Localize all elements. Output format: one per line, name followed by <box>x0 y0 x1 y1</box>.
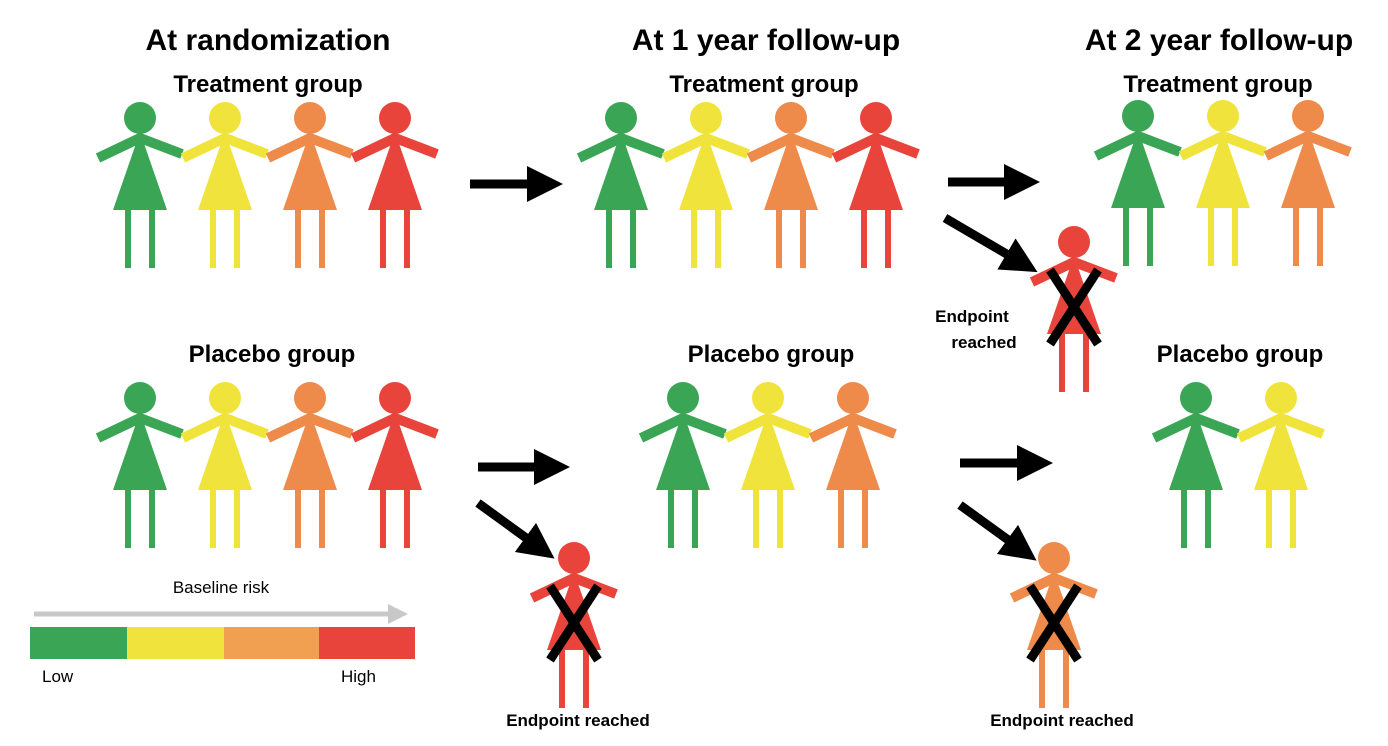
placebo-label-t0: Placebo group <box>189 341 356 368</box>
endpoint-label-line2: reached <box>951 333 1016 352</box>
person-green <box>95 102 184 268</box>
arrow-placebo-t1-endpoint <box>957 501 1037 561</box>
legend-swatch-3 <box>224 627 319 659</box>
treatment-label-t2: Treatment group <box>1123 71 1312 98</box>
person-red <box>1029 226 1118 392</box>
treatment-group-year1 <box>576 102 920 268</box>
endpoint-label-placebo-t2: Endpoint reached <box>990 711 1134 730</box>
arrow-treatment-t1-endpoint <box>942 214 1038 273</box>
person-yellow <box>723 382 812 548</box>
endpoint-label-line1: Endpoint <box>935 307 1009 326</box>
person-green <box>638 382 727 548</box>
person-yellow <box>1236 382 1325 548</box>
cross-mark <box>1026 583 1082 663</box>
endpoint-persons <box>529 226 1118 708</box>
person-orange <box>1009 542 1098 708</box>
legend-swatch-low <box>30 627 127 659</box>
header-year2: At 2 year follow-up <box>1085 24 1353 57</box>
endpoint-label-placebo-t1: Endpoint reached <box>506 711 650 730</box>
person-yellow <box>661 102 750 268</box>
person-orange <box>265 382 354 548</box>
treatment-label-t0: Treatment group <box>173 71 362 98</box>
legend-swatch-high <box>319 627 415 659</box>
placebo-label-t2: Placebo group <box>1157 341 1324 368</box>
legend-low: Low <box>42 667 74 686</box>
person-orange <box>746 102 835 268</box>
placebo-label-t1: Placebo group <box>688 341 855 368</box>
placebo-group-year1 <box>638 382 897 548</box>
person-green <box>95 382 184 548</box>
person-red <box>831 102 920 268</box>
person-red <box>529 542 618 708</box>
person-red <box>350 102 439 268</box>
person-red <box>350 382 439 548</box>
person-yellow <box>180 382 269 548</box>
arrow-placebo-t0-endpoint <box>475 499 555 559</box>
person-green <box>576 102 665 268</box>
person-orange <box>265 102 354 268</box>
arrows <box>470 164 1053 561</box>
legend-title: Baseline risk <box>173 578 270 597</box>
person-yellow <box>1178 100 1267 266</box>
legend-swatch-2 <box>127 627 224 659</box>
legend-high: High <box>341 667 376 686</box>
person-orange <box>808 382 897 548</box>
placebo-group-year2 <box>1151 382 1325 548</box>
person-green <box>1151 382 1240 548</box>
person-yellow <box>180 102 269 268</box>
cross-mark <box>1046 267 1102 347</box>
header-year1: At 1 year follow-up <box>632 24 900 57</box>
cross-mark <box>546 583 602 663</box>
baseline-risk-legend: Baseline risk Low High <box>30 578 415 686</box>
treatment-group-year2 <box>1093 100 1352 266</box>
placebo-group-baseline <box>95 382 439 548</box>
treatment-label-t1: Treatment group <box>669 71 858 98</box>
header-randomization: At randomization <box>146 24 391 57</box>
person-orange <box>1263 100 1352 266</box>
person-green <box>1093 100 1182 266</box>
treatment-group-baseline <box>95 102 439 268</box>
